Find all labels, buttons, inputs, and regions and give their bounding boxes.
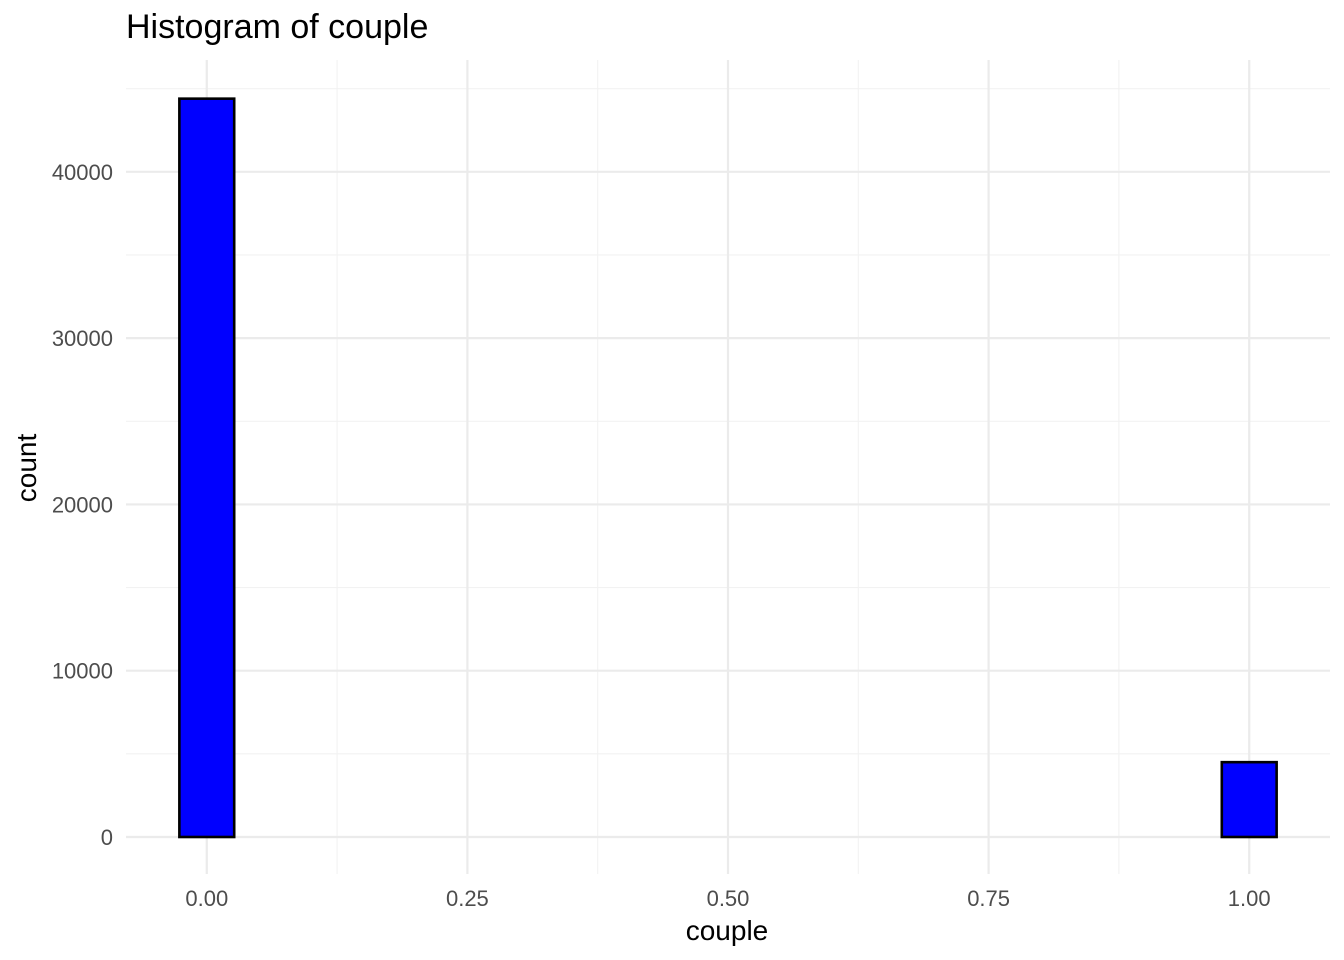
y-tick-label: 40000	[52, 160, 113, 185]
histogram-bar-0	[178, 97, 236, 839]
y-tick-label: 20000	[52, 492, 113, 517]
y-tick-label: 0	[101, 825, 113, 850]
y-axis-label: count	[11, 434, 42, 503]
histogram-bar-19	[1220, 760, 1278, 839]
x-axis-label: couple	[686, 915, 769, 946]
x-axis-ticks: 0.00 0.25 0.50 0.75 1.00	[185, 886, 1270, 911]
y-tick-label: 10000	[52, 659, 113, 684]
gridlines	[126, 60, 1330, 874]
x-tick-label: 0.75	[967, 886, 1010, 911]
x-tick-label: 1.00	[1228, 886, 1271, 911]
y-axis-ticks: 0 10000 20000 30000 40000	[52, 160, 113, 850]
y-tick-label: 30000	[52, 326, 113, 351]
x-tick-label: 0.50	[707, 886, 750, 911]
x-tick-label: 0.25	[446, 886, 489, 911]
chart-title: Histogram of couple	[126, 8, 428, 46]
x-tick-label: 0.00	[185, 886, 228, 911]
histogram-bars	[178, 97, 1278, 839]
